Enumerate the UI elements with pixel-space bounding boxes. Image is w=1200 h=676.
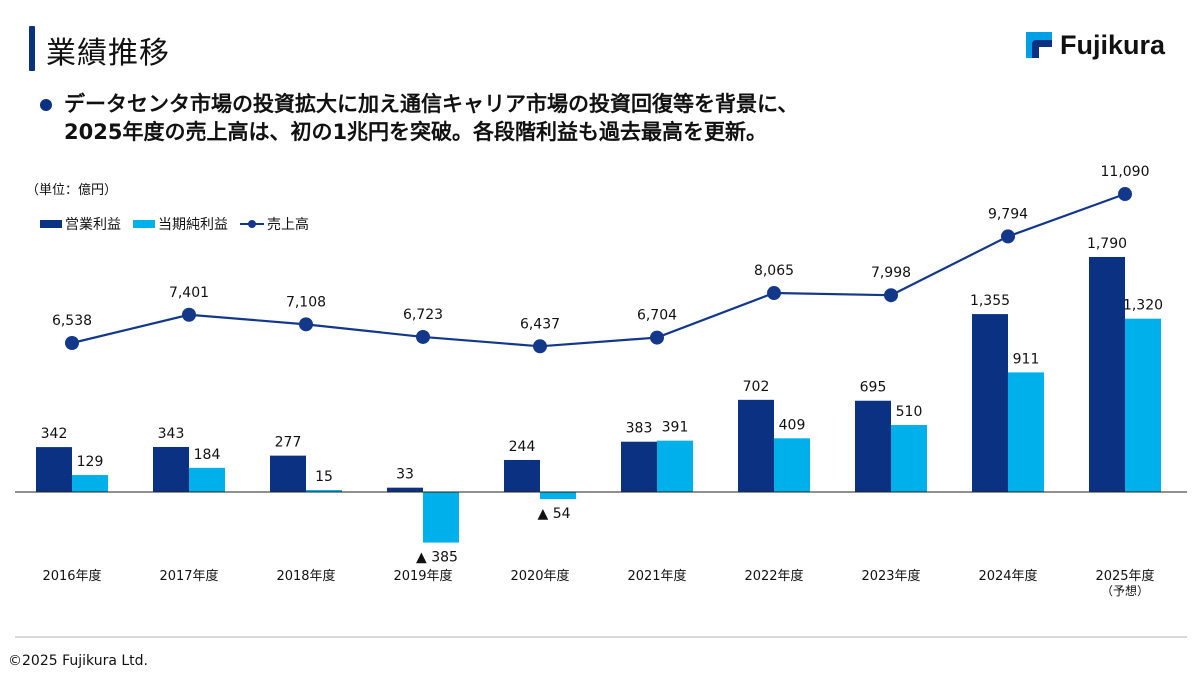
net-income-bar — [891, 425, 927, 492]
legend-net: 当期純利益 — [133, 214, 228, 234]
sales-point — [1118, 187, 1132, 202]
category-label: 2017年度 — [159, 568, 218, 584]
category-label: 2021年度 — [627, 568, 686, 584]
net-income-label: ▲ 54 — [537, 506, 570, 522]
legend-operating: 営業利益 — [40, 214, 121, 234]
sales-label: 6,723 — [403, 307, 443, 323]
legend-swatch-net — [133, 220, 155, 228]
legend-label: 売上高 — [267, 217, 309, 233]
net-income-label: 391 — [662, 420, 689, 436]
copyright: ©2025 Fujikura Ltd. — [8, 653, 148, 669]
footer-divider — [15, 636, 1187, 638]
net-income-bar — [540, 492, 576, 500]
operating-profit-label: 1,355 — [970, 293, 1010, 309]
operating-profit-label: 1,790 — [1087, 236, 1127, 252]
category-label: 2024年度 — [978, 568, 1037, 584]
category-label: 2018年度 — [276, 568, 335, 584]
category-label: 2025年度 — [1095, 568, 1154, 584]
net-income-bar — [1008, 372, 1044, 492]
operating-profit-bar — [270, 455, 306, 492]
net-income-label: 129 — [77, 454, 104, 470]
category-label: 2020年度 — [510, 568, 569, 584]
unit-label: （単位：億円） — [26, 183, 118, 198]
net-income-label: 911 — [1013, 351, 1040, 367]
category-label: 2019年度 — [393, 568, 452, 584]
category-label: 2023年度 — [861, 568, 920, 584]
operating-profit-label: 33 — [396, 467, 414, 483]
legend-swatch-operating — [40, 220, 62, 228]
operating-profit-bar — [972, 314, 1008, 492]
operating-profit-bar — [387, 487, 423, 492]
operating-profit-label: 343 — [158, 426, 185, 442]
operating-profit-bar — [855, 400, 891, 492]
sales-point — [65, 336, 79, 350]
sales-label: 11,090 — [1101, 164, 1150, 180]
sales-label: 9,794 — [988, 206, 1028, 222]
legend-label: 営業利益 — [65, 217, 121, 233]
net-income-label: 409 — [779, 417, 806, 433]
sales-line — [71, 192, 1126, 348]
sales-point — [884, 288, 898, 303]
summary-line-2: 2025年度の売上高は、初の1兆円を突破。各段階利益も過去最高を更新。 — [64, 120, 768, 144]
sales-point — [416, 329, 430, 344]
sales-label: 7,108 — [286, 294, 326, 310]
sales-point — [299, 317, 313, 332]
legend-label: 当期純利益 — [158, 217, 228, 233]
operating-profit-label: 342 — [41, 426, 68, 442]
sales-point — [1001, 229, 1015, 244]
sales-point — [650, 330, 664, 345]
category-label: 2016年度 — [42, 568, 101, 584]
operating-profit-bar — [621, 441, 657, 492]
logo-text: Fujikura — [1060, 29, 1166, 60]
operating-profit-bar — [153, 446, 189, 492]
net-income-bar — [306, 490, 342, 492]
operating-profit-bar — [738, 399, 774, 492]
sales-point — [767, 286, 781, 301]
operating-profit-label: 383 — [626, 421, 653, 437]
performance-chart: 342 129 2016年度 343 184 2017年度 277 15 2018年度 33 ▲ 3… — [15, 164, 1187, 598]
sales-label: 6,437 — [520, 316, 560, 332]
sales-point — [182, 307, 196, 322]
net-income-bar — [774, 438, 810, 492]
net-income-label: 1,320 — [1123, 298, 1163, 314]
legend-sales: 売上高 — [240, 214, 309, 234]
net-income-label: 510 — [896, 404, 923, 420]
operating-profit-bar — [36, 447, 72, 492]
operating-profit-label: 244 — [509, 439, 536, 455]
chart-legend: 営業利益 当期純利益 売上高 — [40, 214, 315, 234]
legend-line-marker-icon — [240, 220, 264, 228]
operating-profit-label: 695 — [860, 380, 887, 396]
sales-point — [533, 339, 547, 354]
fujikura-logo: Fujikura — [1022, 28, 1165, 62]
net-income-bar — [189, 467, 225, 492]
net-income-label: ▲ 385 — [416, 550, 458, 566]
sales-label: 8,065 — [754, 263, 794, 279]
net-income-bar — [657, 440, 693, 492]
page-title: 業績推移 — [46, 36, 170, 71]
net-income-label: 184 — [194, 447, 221, 463]
sales-label: 7,401 — [169, 285, 209, 301]
net-income-bar — [72, 475, 108, 492]
operating-profit-label: 277 — [275, 435, 302, 451]
sales-label: 7,998 — [871, 265, 911, 281]
fujikura-logo-icon — [1026, 32, 1052, 58]
summary-line-1: データセンタ市場の投資拡大に加え通信キャリア市場の投資回復等を背景に、 — [64, 92, 799, 116]
title-accent-bar — [29, 26, 35, 71]
summary-text: データセンタ市場の投資拡大に加え通信キャリア市場の投資回復等を背景に、 2025… — [64, 90, 798, 146]
sales-label: 6,704 — [637, 308, 677, 324]
operating-profit-bar — [1089, 256, 1125, 492]
operating-profit-label: 702 — [743, 379, 770, 395]
bullet-icon — [40, 99, 52, 111]
net-income-bar — [1125, 318, 1161, 492]
sales-label: 6,538 — [52, 313, 92, 329]
net-income-bar — [423, 492, 459, 543]
net-income-label: 15 — [315, 469, 333, 485]
category-note: （予想） — [1101, 583, 1149, 598]
category-label: 2022年度 — [744, 568, 803, 584]
operating-profit-bar — [504, 459, 540, 492]
